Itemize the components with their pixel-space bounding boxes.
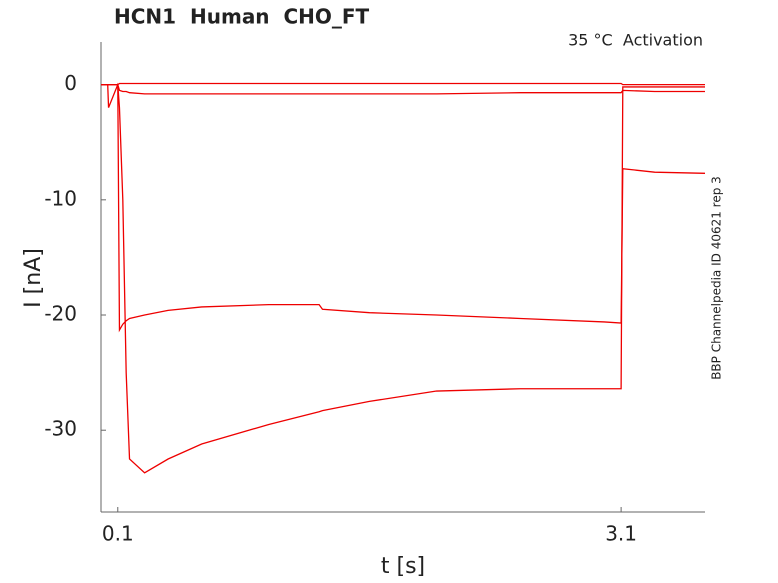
trace [101,83,706,333]
y-axis-label: I [nA] [21,248,46,308]
x-axis-label: t [s] [381,554,425,579]
trace [101,83,705,474]
y-tick-label: 0 [64,71,77,95]
y-tick-label: -20 [44,302,77,326]
x-tick-label: 0.1 [102,522,134,546]
y-tick-label: -10 [44,186,77,210]
annotation: 35 °C Activation [568,31,703,50]
x-tick-label: 3.1 [605,522,637,546]
side-note: BBP Channelpedia ID 40621 rep 3 [710,176,724,380]
y-tick-label: -30 [44,417,77,441]
chart-title: HCN1 Human CHO_FT [114,5,370,29]
trace [101,82,705,108]
trace [101,82,705,86]
